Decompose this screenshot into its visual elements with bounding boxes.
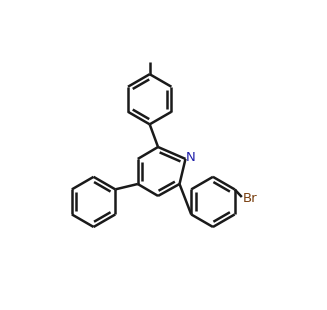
Text: Br: Br xyxy=(243,192,258,205)
Text: N: N xyxy=(186,151,196,164)
